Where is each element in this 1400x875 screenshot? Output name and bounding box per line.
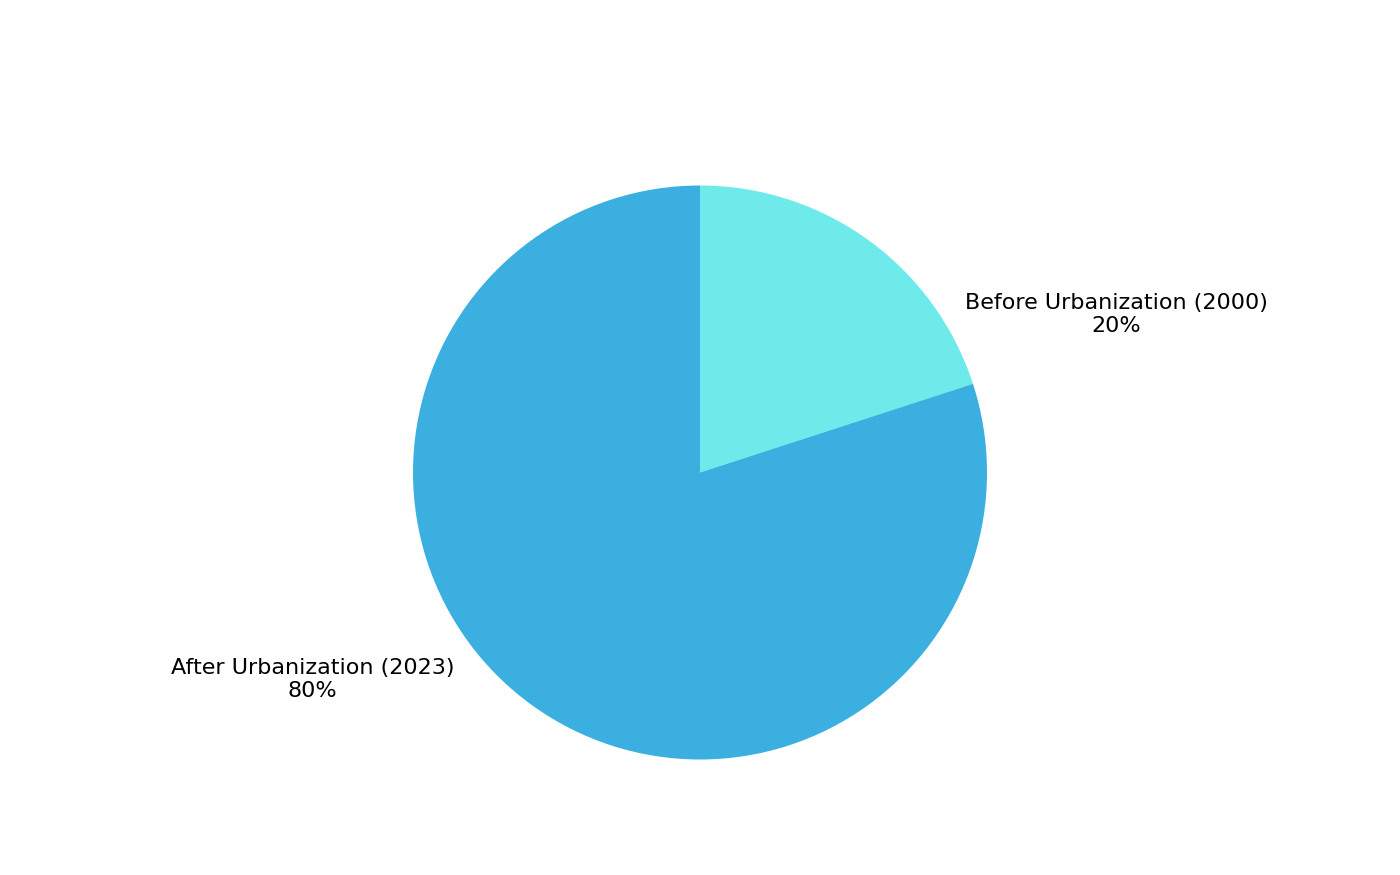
Wedge shape xyxy=(700,186,973,473)
Wedge shape xyxy=(413,186,987,760)
Text: Before Urbanization (2000)
20%: Before Urbanization (2000) 20% xyxy=(965,293,1267,336)
Text: After Urbanization (2023)
80%: After Urbanization (2023) 80% xyxy=(171,657,455,701)
